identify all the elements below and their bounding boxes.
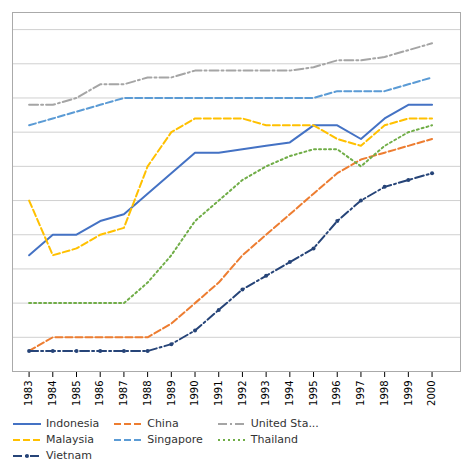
svg-text:1983: 1983 [23, 381, 34, 406]
html-text:Indonesia: Indonesia [46, 417, 100, 430]
svg-text:1997: 1997 [355, 381, 366, 406]
html-text:China: China [147, 417, 179, 430]
svg-text:1991: 1991 [213, 381, 224, 406]
svg-text:1986: 1986 [94, 381, 105, 406]
svg-text:1990: 1990 [189, 381, 200, 406]
svg-text:1999: 1999 [403, 381, 414, 406]
svg-text:1984: 1984 [47, 381, 58, 406]
svg-text:2000: 2000 [426, 381, 437, 406]
html-text:Singapore: Singapore [147, 433, 203, 446]
svg-text:1985: 1985 [71, 381, 82, 406]
svg-text:1992: 1992 [237, 381, 248, 406]
svg-text:1998: 1998 [379, 381, 390, 406]
svg-text:1994: 1994 [284, 381, 295, 406]
html-text:Thailand: Thailand [250, 433, 298, 446]
html-text:Vietnam: Vietnam [46, 449, 92, 462]
html-text:United Sta...: United Sta... [250, 417, 319, 430]
svg-text:1987: 1987 [118, 381, 129, 406]
svg-text:1989: 1989 [166, 381, 177, 406]
html-text:Malaysia: Malaysia [46, 433, 95, 446]
svg-text:1988: 1988 [142, 381, 153, 406]
svg-text:1993: 1993 [260, 381, 271, 406]
svg-text:1995: 1995 [308, 381, 319, 406]
svg-text:1996: 1996 [331, 381, 342, 406]
